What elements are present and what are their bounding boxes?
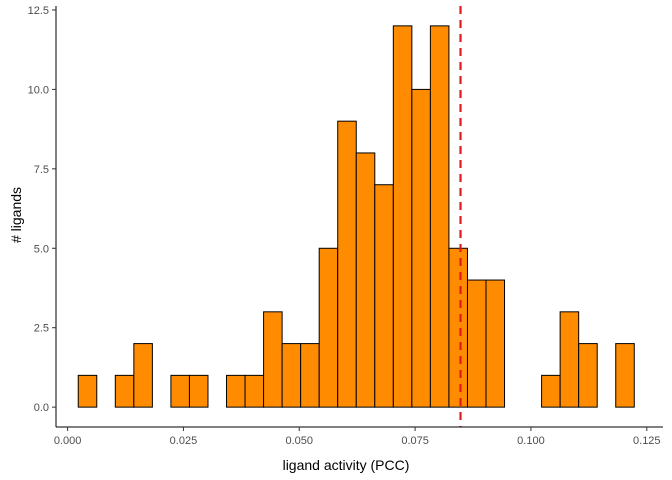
histogram-bar [114,374,135,408]
histogram-bar [226,374,246,408]
y-tick-label: 7.5 [34,164,49,176]
y-tick-label: 2.5 [34,323,49,335]
y-ticks: 0.0 2.5 5.0 7.5 10.0 12.5 [28,5,56,414]
histogram-bar [615,343,635,408]
histogram-bar [281,343,302,408]
x-tick-label: 0.100 [517,435,545,447]
x-tick-label: 0.000 [54,435,82,447]
bars-group [77,25,635,408]
histogram-bar [300,343,320,408]
histogram-bar [541,374,561,408]
y-tick-label: 12.5 [28,5,49,17]
histogram-bar [411,88,431,408]
histogram-bar [355,152,376,408]
x-tick-label: 0.125 [633,435,661,447]
histogram-bar [466,279,487,408]
histogram-bar [133,343,153,408]
histogram-bar [448,247,468,408]
histogram-bar [318,247,339,408]
histogram-bar [170,374,190,408]
y-axis-title: # ligands [8,187,24,243]
x-tick-label: 0.025 [170,435,198,447]
histogram-bar [578,343,598,408]
y-tick-label: 10.0 [28,84,49,96]
histogram-bar [559,311,580,408]
histogram-bar [392,25,413,408]
histogram-bar [374,184,394,408]
x-ticks: 0.000 0.025 0.050 0.075 0.100 0.125 [54,427,661,447]
histogram-bar [244,374,265,408]
x-axis: 0.000 0.025 0.050 0.075 0.100 0.125 [54,426,663,447]
histogram-bar [188,374,209,408]
histogram-bar [485,279,506,408]
histogram-bar [337,120,357,408]
x-axis-title: ligand activity (PCC) [283,457,410,473]
x-tick-label: 0.075 [401,435,429,447]
y-axis: 0.0 2.5 5.0 7.5 10.0 12.5 [28,5,57,427]
y-tick-label: 5.0 [34,243,49,255]
histogram-bar [263,311,283,408]
x-tick-label: 0.050 [285,435,313,447]
histogram-bar [429,25,450,408]
histogram-bar [77,374,98,408]
y-tick-label: 0.0 [34,402,49,414]
